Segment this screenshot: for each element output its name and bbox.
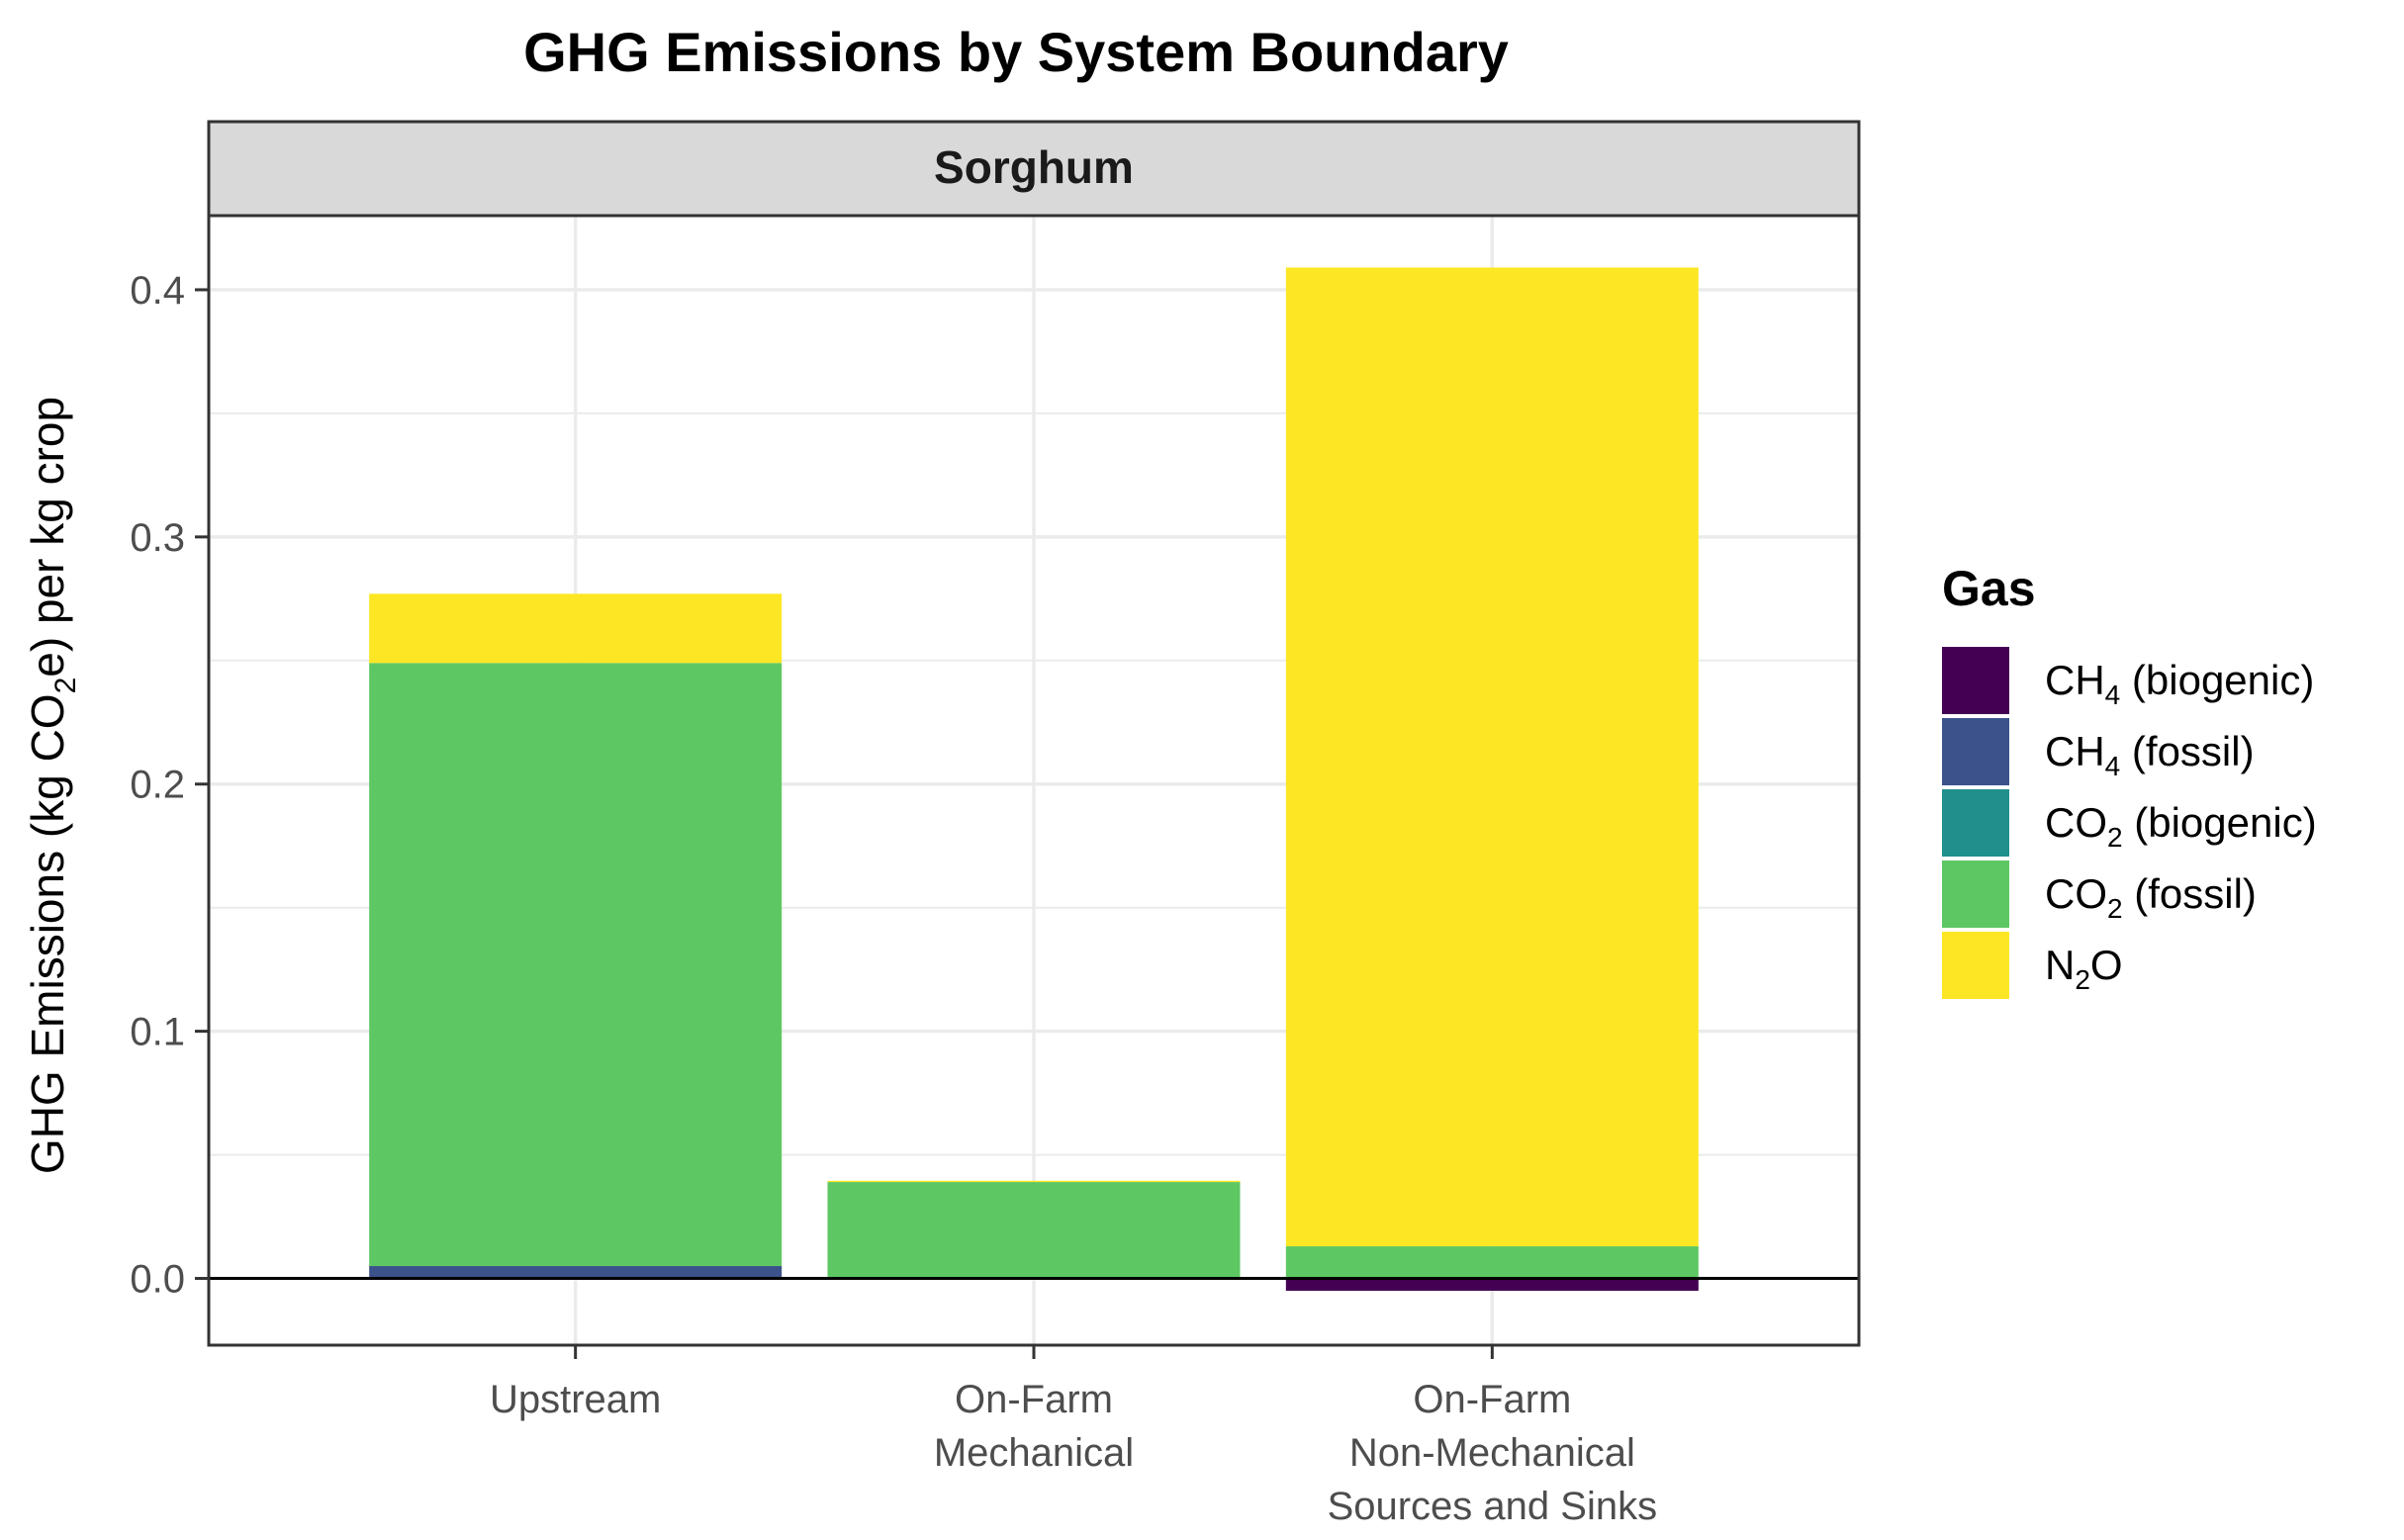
y-tick-label: 0.2 (130, 764, 185, 807)
bar-segment (369, 593, 783, 664)
bar-segment (369, 663, 783, 1267)
y-tick-label: 0.4 (130, 269, 185, 313)
x-axis: Upstream On-Farm Mechanical On-Farm Non-Mech… (490, 1345, 1657, 1528)
bar-segment (827, 1180, 1241, 1183)
legend-swatch (1942, 647, 2009, 714)
chart-title: GHG Emissions by System Boundary (523, 21, 1509, 83)
legend-label: N2O (2045, 942, 2123, 995)
y-tick-label: 0.0 (130, 1258, 185, 1302)
y-axis: 0.0 0.1 0.2 0.3 0.4 (130, 269, 209, 1302)
legend-label: CO2 (fossil) (2045, 870, 2257, 924)
bar-segment (1285, 1246, 1699, 1279)
legend-swatch (1942, 718, 2009, 785)
legend-label: CH4 (biogenic) (2045, 657, 2314, 710)
x-tick-label: Upstream (490, 1378, 661, 1421)
bars (369, 267, 1699, 1292)
legend-label: CH4 (fossil) (2045, 728, 2255, 781)
y-axis-title: GHG Emissions (kg CO2e) per kg crop (22, 397, 82, 1174)
bar-segment (369, 1266, 783, 1279)
y-tick-label: 0.1 (130, 1011, 185, 1054)
legend-swatch (1942, 861, 2009, 928)
x-tick-label: On-Farm Non-Mechanical Sources and Sinks (1328, 1378, 1658, 1528)
facet-strip (207, 120, 1861, 218)
bar-segment (827, 1182, 1241, 1278)
legend-swatch (1942, 932, 2009, 999)
legend-swatch (1942, 789, 2009, 857)
legend-title: Gas (1942, 561, 2036, 616)
y-tick-label: 0.3 (130, 516, 185, 560)
bar-segment (1285, 1278, 1699, 1292)
facet-label: Sorghum (934, 141, 1134, 193)
legend-label: CO2 (biogenic) (2045, 799, 2317, 853)
x-tick-label: On-Farm Mechanical (934, 1378, 1134, 1475)
bar-segment (1285, 267, 1699, 1247)
